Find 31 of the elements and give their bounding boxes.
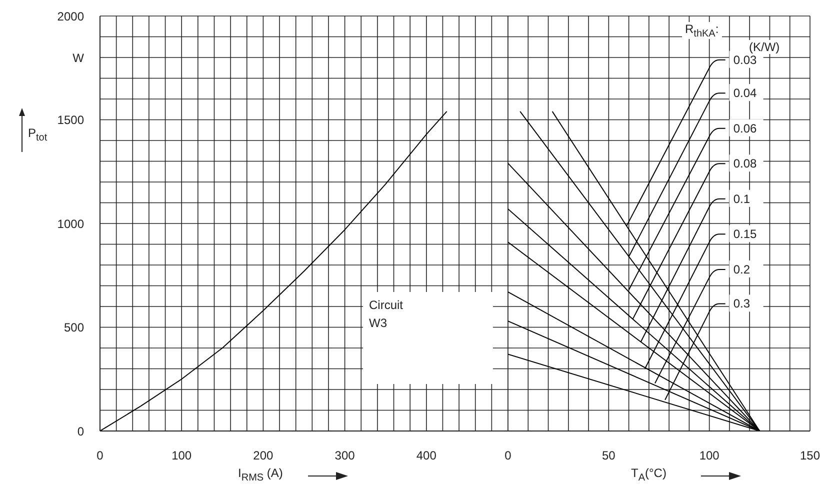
x-axis-title: I$_{RMS}$ (A) [238,466,283,484]
y-axis-title: P$_{tot}$ [28,126,48,144]
y-tick-label: W [72,50,85,65]
annotation: W3 [369,315,388,332]
text-panel: Circuit W3 [363,292,493,384]
legend-label: 0.2 [733,262,750,276]
x-tick-label: 0 [504,448,512,463]
x-tick-label: 400 [416,448,437,463]
x-tick-label: 50 [602,448,616,463]
legend-label: 0.15 [733,227,758,242]
annotation: (K/W) [746,40,783,54]
x-tick-label: 0 [96,448,104,463]
legend-label: 0.06 [733,121,758,136]
x-axis-title: T$_{A}$(°C) [631,466,666,484]
x-tick-label: 200 [253,448,274,463]
legend-label: 0.3 [733,296,750,311]
y-tick-label: 0 [77,424,84,438]
legend-label: 0.03 [733,52,758,67]
y-tick-label: 1000 [57,216,84,231]
x-tick-label: 150 [800,448,820,463]
y-tick-label: 2000 [57,9,84,24]
legend-label: 0.04 [733,86,758,100]
x-tick-label: 300 [334,448,356,463]
y-tick-label: 1500 [57,113,84,128]
legend-label: 0.08 [733,156,758,171]
y-tick-label: 500 [64,320,84,335]
legend-title: R$_{thKA}$: [682,22,722,40]
annotation: Circuit [369,297,404,314]
x-tick-label: 100 [699,448,720,463]
x-tick-label: 100 [172,448,192,463]
legend-label: 0.1 [733,192,750,206]
